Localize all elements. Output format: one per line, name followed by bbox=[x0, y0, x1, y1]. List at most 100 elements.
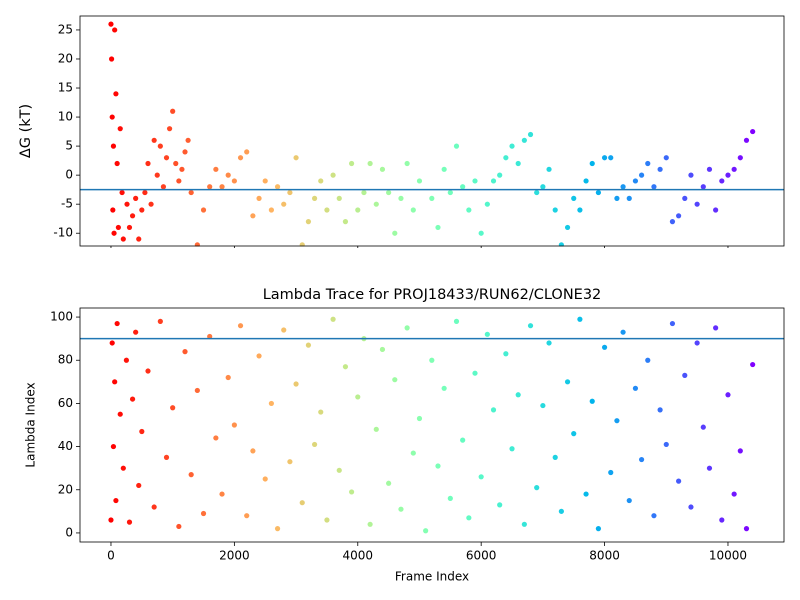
point bbox=[620, 184, 626, 190]
point bbox=[318, 178, 324, 184]
point bbox=[213, 435, 219, 441]
point bbox=[515, 392, 521, 398]
point bbox=[237, 155, 244, 161]
x-tick-label: 0 bbox=[107, 549, 115, 563]
point bbox=[527, 131, 534, 138]
point bbox=[688, 504, 694, 510]
point bbox=[441, 385, 447, 391]
point bbox=[534, 189, 540, 196]
point bbox=[324, 517, 330, 523]
point bbox=[287, 459, 293, 465]
point bbox=[336, 195, 342, 201]
point bbox=[725, 392, 731, 398]
point bbox=[534, 485, 540, 491]
point bbox=[311, 195, 318, 201]
point bbox=[750, 361, 756, 368]
point bbox=[244, 513, 250, 519]
y-tick-label: 60 bbox=[58, 396, 73, 410]
point bbox=[601, 155, 608, 161]
point bbox=[645, 357, 651, 363]
point bbox=[620, 329, 626, 335]
point bbox=[527, 323, 534, 329]
point bbox=[281, 327, 287, 333]
point bbox=[173, 160, 179, 167]
point bbox=[398, 506, 404, 512]
point bbox=[478, 230, 484, 236]
point bbox=[112, 27, 118, 33]
point bbox=[608, 469, 614, 476]
point bbox=[120, 465, 126, 471]
point bbox=[148, 201, 154, 207]
point bbox=[110, 143, 117, 149]
point bbox=[108, 517, 114, 523]
point bbox=[120, 236, 126, 242]
point bbox=[274, 526, 281, 532]
y-tick-label: 25 bbox=[58, 22, 73, 36]
point bbox=[638, 172, 645, 178]
point bbox=[460, 184, 466, 190]
point bbox=[410, 450, 416, 456]
point bbox=[262, 178, 268, 184]
point bbox=[324, 207, 330, 213]
x-tick-label: 6000 bbox=[466, 549, 497, 563]
point bbox=[136, 482, 142, 489]
point bbox=[176, 178, 182, 184]
point bbox=[207, 184, 213, 190]
point bbox=[108, 56, 115, 62]
point bbox=[219, 491, 225, 497]
point bbox=[410, 207, 416, 213]
point bbox=[151, 137, 157, 143]
point bbox=[386, 480, 392, 486]
point bbox=[719, 178, 725, 184]
point bbox=[113, 497, 119, 504]
point bbox=[200, 207, 207, 213]
point bbox=[170, 108, 176, 114]
y-tick-label: 15 bbox=[58, 81, 73, 95]
point bbox=[645, 160, 651, 167]
point bbox=[416, 178, 423, 184]
point bbox=[299, 500, 305, 506]
point bbox=[176, 523, 182, 530]
point bbox=[429, 357, 435, 363]
point bbox=[632, 385, 639, 391]
point bbox=[154, 172, 160, 178]
point bbox=[540, 402, 546, 409]
point bbox=[497, 172, 503, 178]
y-tick-label: -5 bbox=[61, 197, 73, 211]
point bbox=[166, 126, 173, 132]
point bbox=[540, 184, 546, 190]
point bbox=[626, 497, 632, 504]
point bbox=[509, 446, 515, 452]
point bbox=[552, 454, 558, 460]
point bbox=[552, 207, 558, 213]
point bbox=[694, 201, 700, 207]
point bbox=[472, 178, 478, 184]
point bbox=[682, 372, 688, 378]
y-tick-label: 80 bbox=[58, 353, 73, 367]
point bbox=[311, 441, 318, 448]
point bbox=[207, 333, 213, 340]
y-axis-label: ΔG (kT) bbox=[18, 104, 34, 158]
point bbox=[392, 230, 398, 236]
point bbox=[330, 172, 336, 178]
point bbox=[743, 137, 750, 143]
point bbox=[447, 495, 453, 501]
point bbox=[731, 166, 737, 172]
point bbox=[571, 195, 577, 201]
point bbox=[435, 224, 441, 231]
point bbox=[731, 491, 737, 497]
point bbox=[244, 149, 250, 155]
point bbox=[719, 517, 725, 523]
point bbox=[503, 155, 509, 161]
point bbox=[231, 422, 237, 428]
point bbox=[515, 160, 521, 167]
point bbox=[595, 189, 602, 196]
point bbox=[571, 431, 577, 437]
point bbox=[361, 189, 367, 196]
point bbox=[478, 474, 484, 480]
point bbox=[484, 201, 490, 207]
point bbox=[373, 201, 379, 207]
point bbox=[110, 207, 116, 213]
point bbox=[250, 213, 256, 219]
point bbox=[453, 318, 460, 324]
